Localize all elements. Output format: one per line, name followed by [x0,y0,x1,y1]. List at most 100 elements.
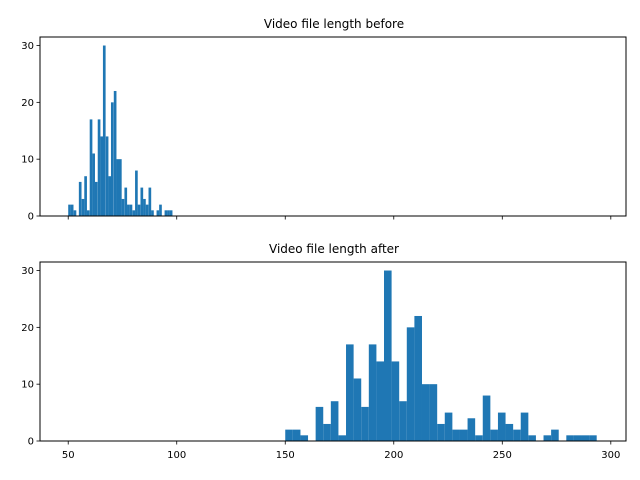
histogram-bar [145,204,149,216]
x-tick-label: 250 [493,450,512,461]
y-tick-label: 30 [21,266,34,277]
y-ticks-after: 0 10 20 30 [21,266,40,448]
y-tick-label: 10 [21,380,34,391]
histogram-bar [129,204,133,216]
x-tick-label: 100 [167,450,186,461]
histogram-bar [482,395,491,441]
y-tick-label: 10 [21,155,34,166]
histogram-bar [566,435,574,441]
histogram-bar [338,435,347,441]
histogram-after-panel: Video file length after 0 10 20 30 50 100 150… [21,242,627,461]
histogram-bar [78,181,82,216]
bars-after [285,270,597,441]
histogram-bar [361,406,369,441]
histogram-bar [169,210,173,216]
histogram-bar [156,210,160,216]
histogram-bar [513,429,521,441]
histogram-bar [353,378,362,441]
histogram-bar [323,423,331,441]
chart-title-after: Video file length after [269,242,399,256]
axes-frame-after [39,261,627,442]
histogram-bar [102,45,106,216]
histogram-bar [376,361,385,441]
histogram-before-panel: Video file length before 0 10 20 30 [21,17,627,223]
histogram-bar [108,176,112,216]
histogram-bar [437,423,445,441]
histogram-bar [406,327,415,441]
histogram-bar [127,204,130,216]
histogram-bar [113,90,117,216]
histogram-bar [300,435,309,441]
histogram-bar [285,429,293,441]
axes-frame-before [39,36,627,217]
histogram-bar [315,406,324,441]
histogram-bar [84,176,87,216]
x-tick-label: 200 [384,450,403,461]
histogram-bar [121,198,125,216]
y-tick-label: 0 [28,212,34,223]
histogram-bar [143,198,146,216]
y-ticks-before: 0 10 20 30 [21,41,40,223]
histogram-bar [135,170,138,216]
histogram-bar [89,119,93,216]
y-tick-label: 20 [21,323,34,334]
histogram-bar [505,423,514,441]
histogram-bar [467,418,476,441]
histogram-bar [543,435,552,441]
histogram-bar [520,412,529,441]
x-ticks-after: 50 100 150 200 250 300 [62,441,620,461]
histogram-bar [86,210,90,216]
histogram-bar [444,412,453,441]
histogram-bar [589,435,597,441]
x-tick-label: 150 [276,450,295,461]
histogram-bar [105,136,109,216]
histogram-bar [70,204,74,216]
y-tick-label: 30 [21,41,34,52]
histogram-bar [94,181,98,216]
histogram-bar [581,435,590,441]
histogram-bar [421,384,430,441]
histogram-bar [497,412,506,441]
histogram-bar [97,119,101,216]
histogram-bar [132,210,136,216]
histogram-bar [140,187,144,216]
histogram-bar [100,136,104,216]
histogram-bar [119,159,122,216]
chart-title-before: Video file length before [264,17,404,31]
histogram-bar [368,344,377,441]
bars-before [68,45,173,216]
histogram-bar [414,315,422,441]
histogram-bar [73,210,77,216]
histogram-bar [475,435,483,441]
histogram-bar [452,429,460,441]
histogram-bar [151,210,154,216]
histogram-bar [490,429,498,441]
histogram-bar [551,429,559,441]
x-tick-label: 300 [601,450,620,461]
histogram-bar [110,102,114,216]
histogram-bar [528,435,536,441]
histogram-bar [429,384,438,441]
x-tick-label: 50 [62,450,75,461]
histogram-bar [148,187,152,216]
histogram-bar [81,198,85,216]
x-ticks-before [67,216,612,220]
histogram-bar [399,401,407,441]
histogram-bar [159,204,162,216]
histogram-bar [124,187,128,216]
histogram-bar [384,270,392,441]
histogram-bar [346,344,354,441]
histogram-bar [167,210,170,216]
histogram-bar [68,204,71,216]
histogram-bar [391,361,400,441]
histogram-bar [116,159,120,216]
y-tick-label: 0 [28,437,34,448]
histogram-bar [92,153,95,216]
histogram-bar [330,401,339,441]
histogram-bar [459,429,468,441]
histogram-bar [292,429,301,441]
histogram-bar [137,204,141,216]
y-tick-label: 20 [21,98,34,109]
